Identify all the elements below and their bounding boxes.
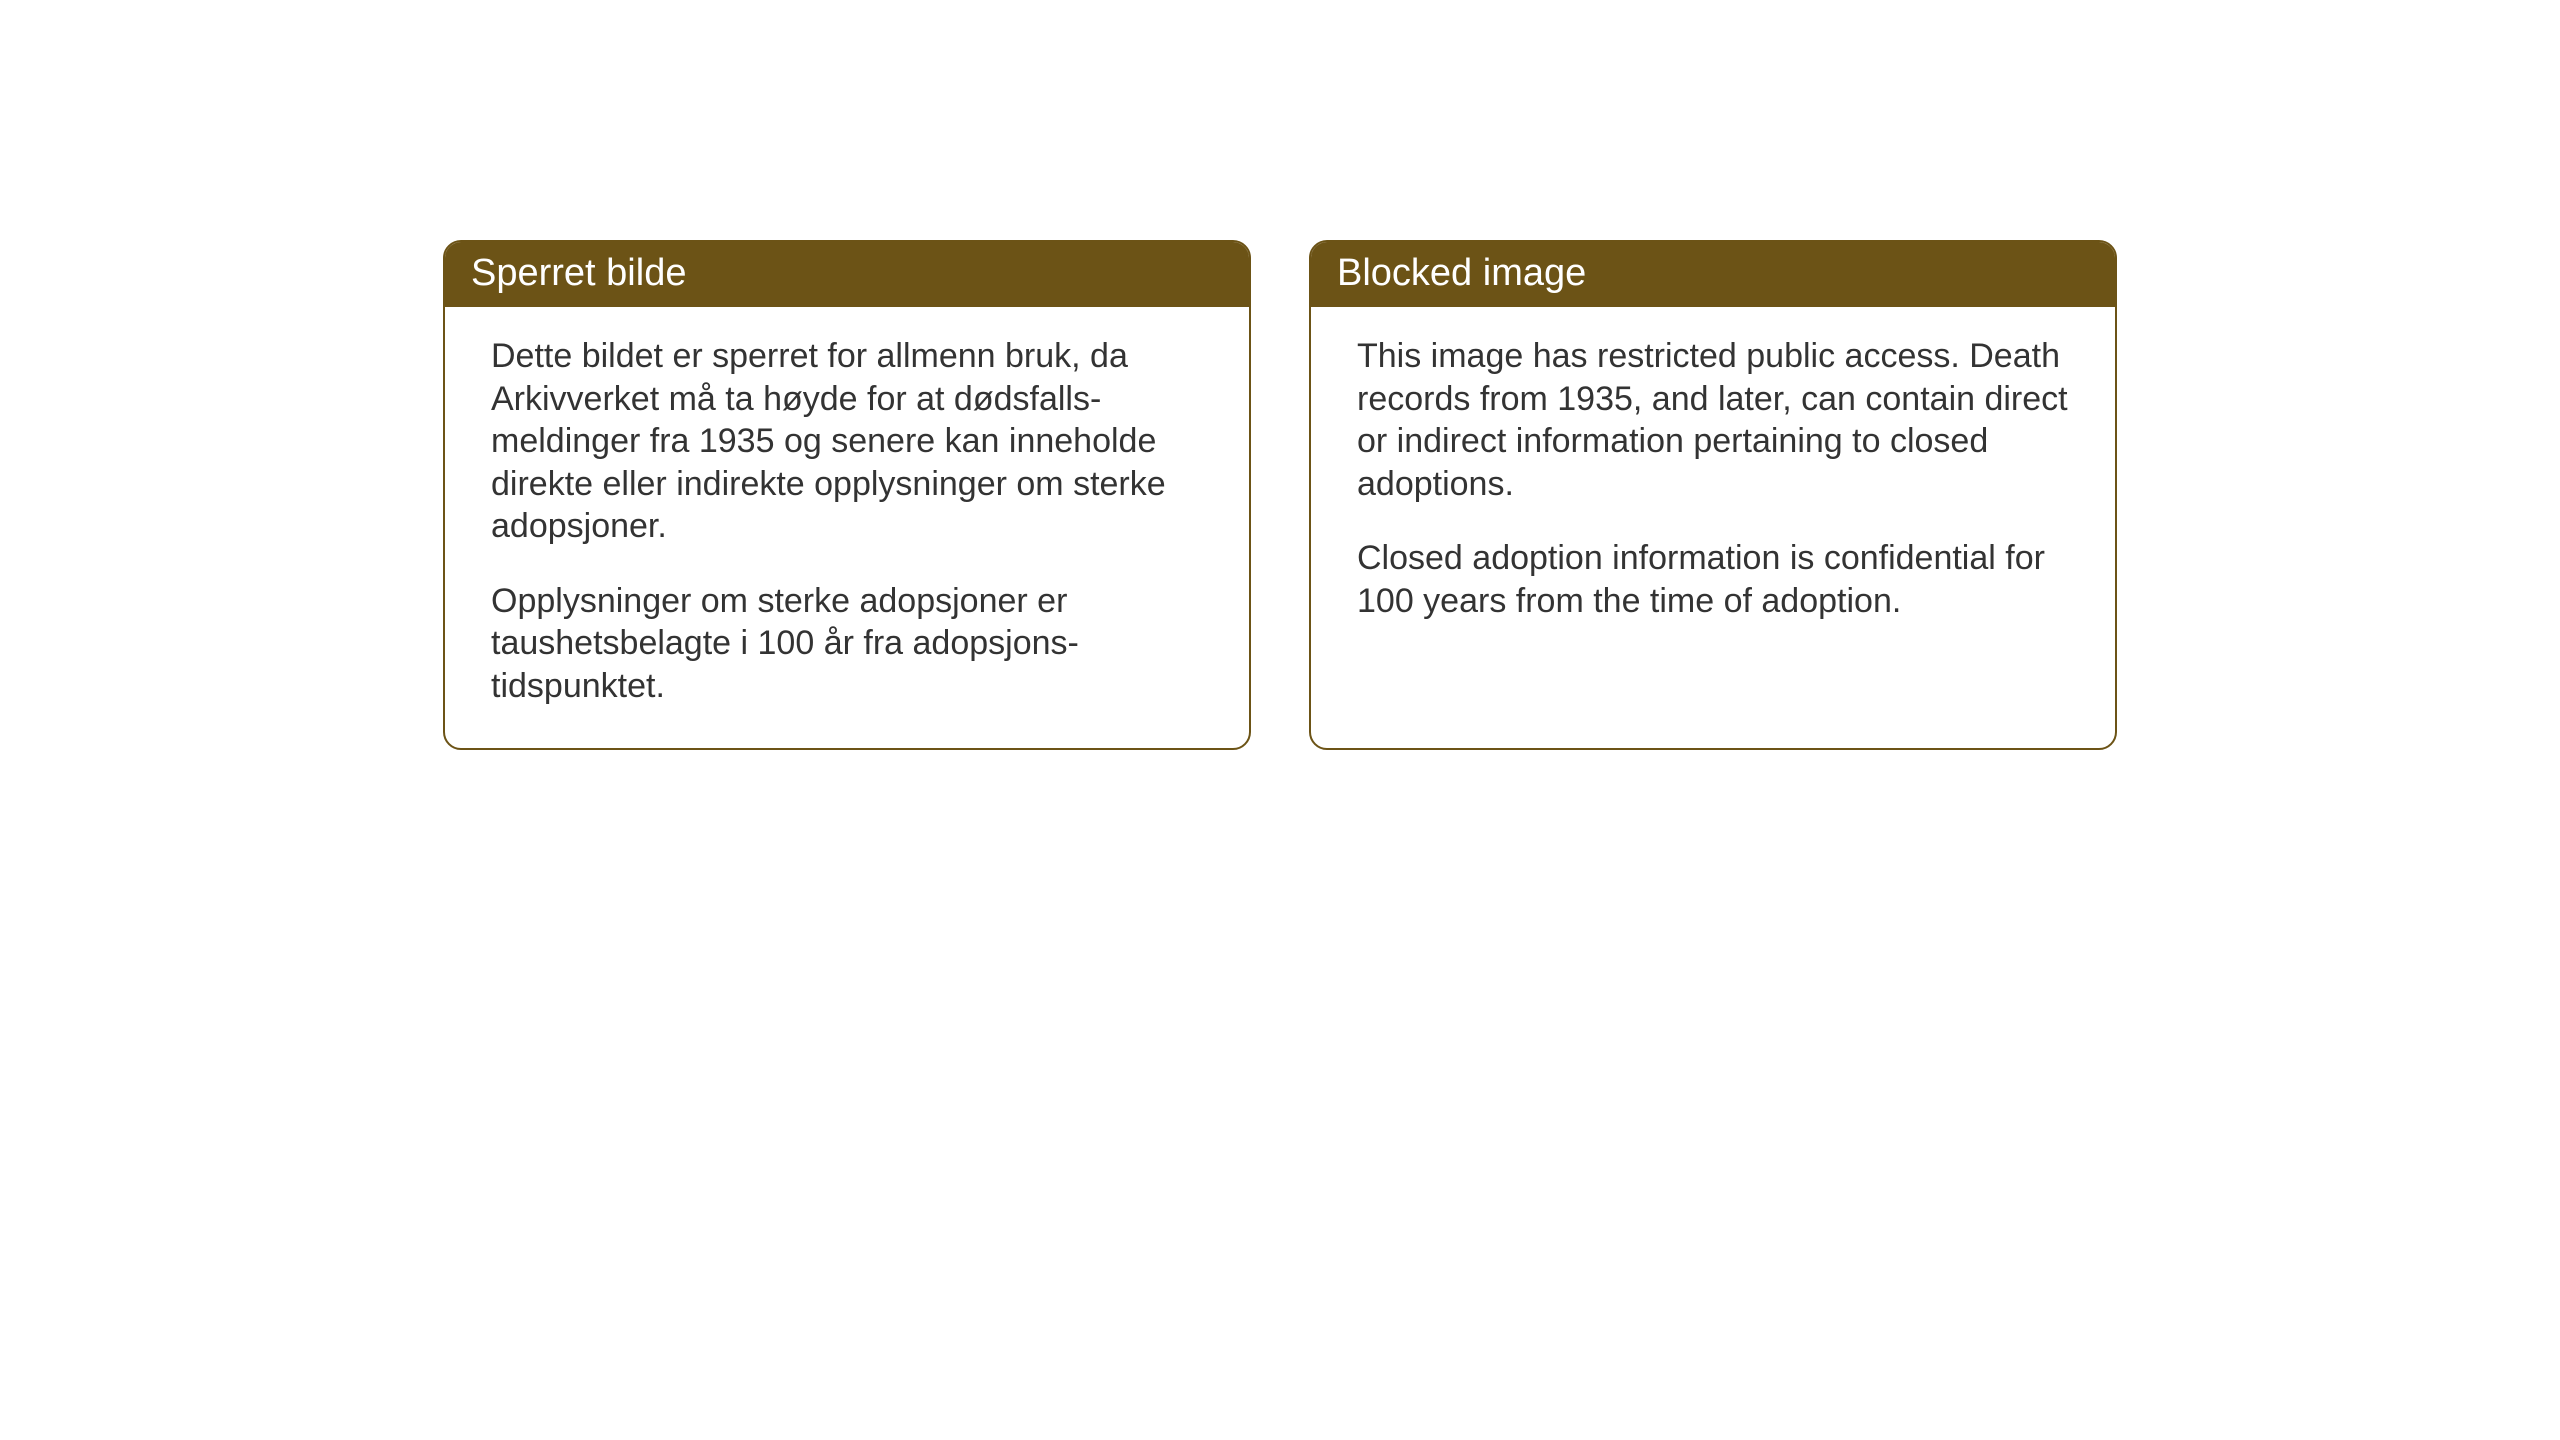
- norwegian-card-body: Dette bildet er sperret for allmenn bruk…: [445, 307, 1249, 743]
- notice-container: Sperret bilde Dette bildet er sperret fo…: [443, 240, 2117, 750]
- english-card-body: This image has restricted public access.…: [1311, 307, 2115, 658]
- english-card-title: Blocked image: [1311, 242, 2115, 307]
- norwegian-paragraph-2: Opplysninger om sterke adopsjoner er tau…: [491, 580, 1203, 708]
- norwegian-notice-card: Sperret bilde Dette bildet er sperret fo…: [443, 240, 1251, 750]
- english-paragraph-2: Closed adoption information is confident…: [1357, 537, 2069, 622]
- norwegian-paragraph-1: Dette bildet er sperret for allmenn bruk…: [491, 335, 1203, 548]
- english-paragraph-1: This image has restricted public access.…: [1357, 335, 2069, 505]
- norwegian-card-title: Sperret bilde: [445, 242, 1249, 307]
- english-notice-card: Blocked image This image has restricted …: [1309, 240, 2117, 750]
